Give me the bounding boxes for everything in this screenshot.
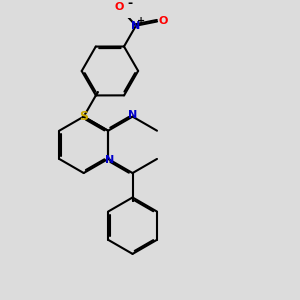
Text: O: O: [114, 2, 124, 12]
Text: N: N: [105, 155, 114, 165]
Text: -: -: [127, 0, 132, 11]
Text: N: N: [128, 110, 137, 120]
Text: S: S: [79, 110, 88, 123]
Text: N: N: [131, 21, 141, 31]
Text: O: O: [158, 16, 167, 26]
Text: +: +: [137, 16, 145, 26]
